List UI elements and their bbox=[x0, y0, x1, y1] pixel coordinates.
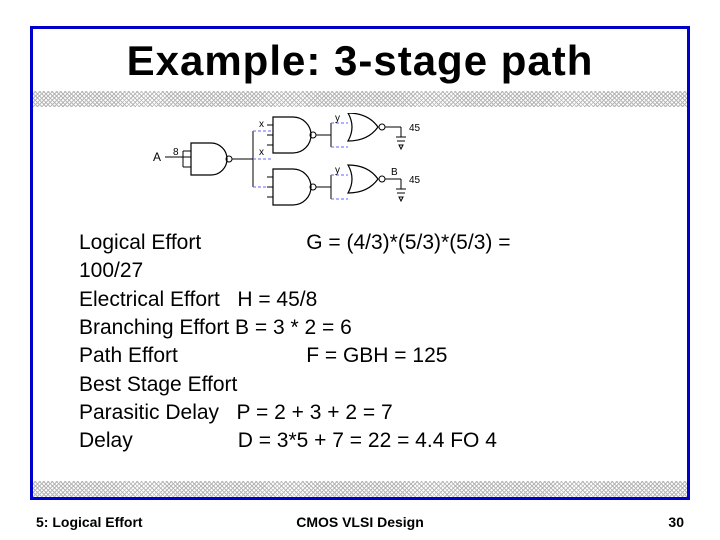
line-g: G = (4/3)*(5/3)*(5/3) = bbox=[306, 231, 510, 254]
footer-right: 30 bbox=[668, 514, 684, 530]
line-100-27: 100/27 bbox=[79, 257, 661, 285]
label-x1: x bbox=[259, 119, 264, 130]
line-f: F = GBH = 125 bbox=[306, 344, 447, 367]
divider-top bbox=[33, 91, 687, 107]
label-b: B bbox=[391, 167, 398, 178]
label-a: A bbox=[153, 150, 161, 164]
slide: Example: 3-stage path A 8 x x bbox=[0, 0, 720, 540]
line-electrical: Electrical Effort H = 45/8 bbox=[79, 286, 661, 314]
line-delay: Delay D = 3*5 + 7 = 22 = 4.4 FO 4 bbox=[79, 427, 661, 455]
label-45-bot: 45 bbox=[409, 175, 421, 186]
label-8: 8 bbox=[173, 147, 179, 158]
circuit-diagram: A 8 x x bbox=[153, 113, 433, 223]
line-parasitic: Parasitic Delay P = 2 + 3 + 2 = 7 bbox=[79, 399, 661, 427]
label-y1: y bbox=[335, 113, 340, 124]
footer-center: CMOS VLSI Design bbox=[0, 514, 720, 530]
body-text: Logical Effort G = (4/3)*(5/3)*(5/3) = 1… bbox=[79, 229, 661, 456]
slide-title: Example: 3-stage path bbox=[33, 37, 687, 85]
label-x2: x bbox=[259, 147, 264, 158]
line-path-effort: Path Effort bbox=[79, 344, 178, 367]
line-logical-effort: Logical Effort bbox=[79, 231, 201, 254]
label-y2: y bbox=[335, 165, 340, 176]
line-branching: Branching Effort B = 3 * 2 = 6 bbox=[79, 314, 661, 342]
content-frame: Example: 3-stage path A 8 x x bbox=[30, 26, 690, 500]
label-45-top: 45 bbox=[409, 123, 421, 134]
line-best-stage: Best Stage Effort bbox=[79, 371, 661, 399]
divider-bottom bbox=[33, 481, 687, 497]
